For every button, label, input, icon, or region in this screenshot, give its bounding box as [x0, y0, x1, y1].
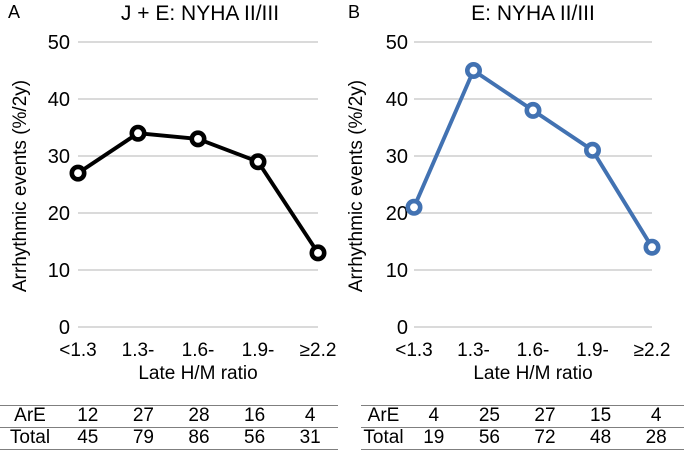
panel-a: A J + E: NYHA II/III Arrhythmic events (…	[0, 2, 338, 450]
data-point-marker	[129, 124, 147, 142]
panel-b: B E: NYHA II/III Arrhythmic events (%/2y…	[342, 0, 685, 452]
y-tick-label: 20	[386, 203, 408, 225]
table-cell: 16	[244, 405, 266, 427]
table-cell: 25	[478, 405, 500, 427]
chart-title-b: E: NYHA II/III	[471, 2, 595, 25]
y-tick-label: 40	[48, 89, 70, 111]
data-point-marker	[405, 198, 423, 216]
data-point-marker	[69, 164, 87, 182]
data-point-marker	[643, 238, 661, 256]
x-tick-label: 1.6-	[516, 340, 550, 361]
table-row-label: Total	[9, 427, 51, 449]
x-tick-label: 1.6-	[181, 340, 215, 361]
table-cell: 15	[590, 405, 612, 427]
data-point-marker	[309, 244, 327, 262]
x-tick-label: <1.3	[395, 340, 433, 361]
table-row-label: Total	[363, 427, 404, 449]
x-tick-label: 1.3-	[121, 340, 155, 361]
data-point-marker	[189, 130, 207, 148]
y-tick-label: 0	[397, 317, 408, 339]
line-chart-a: 0 10 20 30 40 50	[48, 32, 327, 339]
table-cell: 28	[188, 405, 210, 427]
counts-table-a: ArE 12 27 28 16 4 Total 45 79 86 56 31	[0, 405, 338, 450]
table-cell: 4	[304, 405, 316, 427]
x-tick-label: ≥2.2	[299, 340, 337, 361]
table-row: ArE 4 25 27 15 4	[361, 405, 684, 427]
y-tick-label: 50	[386, 32, 408, 54]
table-cell: 72	[534, 427, 556, 449]
table-cell: 12	[77, 405, 99, 427]
table-cell: 48	[590, 427, 612, 449]
panel-letter-a: A	[8, 2, 21, 22]
table-cell: 27	[132, 405, 154, 427]
table-row-label: ArE	[367, 405, 400, 427]
table-cell: 4	[428, 405, 440, 427]
y-tick-label: 0	[59, 317, 70, 339]
x-axis-title-b: Late H/M ratio	[473, 363, 593, 384]
table-cell: 4	[650, 405, 662, 427]
table-cell: 27	[534, 405, 556, 427]
table-row: Total 45 79 86 56 31	[0, 427, 338, 449]
table-cell: 79	[132, 427, 154, 449]
data-point-marker	[465, 62, 483, 80]
y-tick-label: 50	[48, 32, 70, 54]
table-cell: 45	[77, 427, 99, 449]
table-cell: 56	[244, 427, 266, 449]
y-tick-label: 30	[48, 146, 70, 168]
series-line	[412, 68, 654, 250]
table-row: ArE 12 27 28 16 4	[0, 405, 338, 427]
x-tick-label: ≥2.2	[633, 340, 671, 361]
table-cell: 19	[423, 427, 445, 449]
line-chart-b: 0 10 20 30 40 50	[386, 32, 661, 339]
table-cell: 31	[299, 427, 321, 449]
chart-title-a: J + E: NYHA II/III	[120, 2, 280, 25]
panel-letter-b: B	[348, 2, 361, 22]
data-point-marker	[524, 101, 542, 119]
table-row-label: ArE	[14, 405, 46, 427]
table-cell: 56	[478, 427, 500, 449]
table-cell: 86	[188, 427, 210, 449]
y-tick-label: 20	[48, 203, 70, 225]
table-cell: 28	[645, 427, 667, 449]
x-tick-label: 1.9-	[241, 340, 275, 361]
series-line	[76, 131, 320, 255]
y-tick-label: 10	[386, 260, 408, 282]
counts-table-b: ArE 4 25 27 15 4 Total 19 56 72 48 28	[361, 405, 684, 450]
data-point-marker	[584, 141, 602, 159]
x-tick-label: 1.3-	[457, 340, 490, 361]
y-tick-label: 10	[48, 260, 70, 282]
x-axis-title-a: Late H/M ratio	[138, 363, 258, 384]
y-tick-label: 30	[386, 146, 408, 168]
y-tick-label: 40	[386, 89, 408, 111]
x-tick-label: <1.3	[59, 340, 97, 361]
table-row: Total 19 56 72 48 28	[361, 427, 684, 449]
data-point-marker	[249, 153, 267, 171]
x-tick-label: 1.9-	[576, 340, 609, 361]
